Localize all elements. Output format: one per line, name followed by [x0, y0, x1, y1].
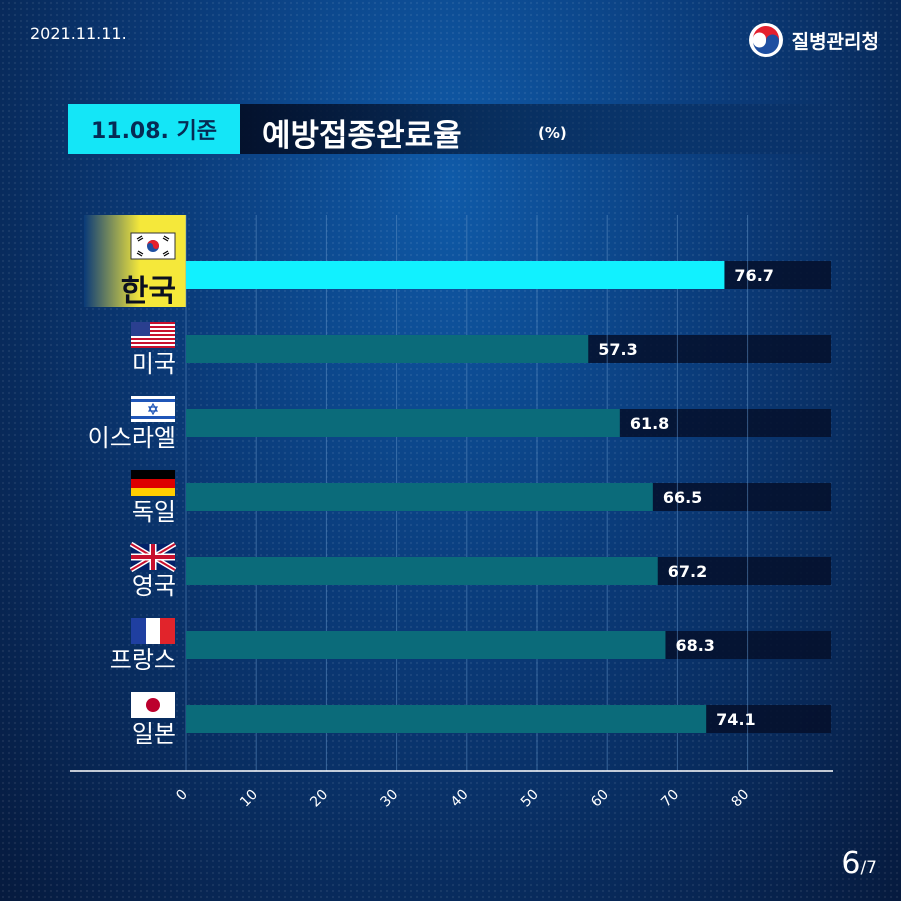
france-flag-icon: [131, 618, 175, 644]
bar: [186, 409, 620, 437]
chart-title: 예방접종완료율: [262, 118, 462, 154]
category-label: 이스라엘: [88, 424, 176, 452]
x-tick-label: 40: [448, 787, 472, 811]
bar: [186, 261, 725, 289]
x-tick-label: 80: [729, 787, 753, 811]
bar-value-label: 68.3: [675, 636, 714, 655]
basis-date-badge: 11.08. 기준: [68, 104, 240, 154]
usa-flag-icon: [131, 322, 175, 348]
category-label: 한국: [121, 274, 176, 309]
bar: [186, 705, 707, 733]
agency-logo: 질병관리청: [748, 22, 879, 58]
bar-value-label: 66.5: [663, 488, 702, 507]
uk-flag-icon: [129, 541, 177, 573]
x-tick-label: 20: [307, 787, 331, 811]
category-label: 미국: [132, 350, 176, 378]
page-current: 6: [841, 846, 861, 881]
bar: [186, 483, 653, 511]
bar-value-label: 67.2: [668, 562, 707, 581]
date-label: 2021.11.11.: [30, 24, 127, 43]
chart-unit: (%): [538, 124, 567, 142]
x-tick-label: 60: [588, 787, 612, 811]
x-tick-label: 30: [378, 787, 402, 811]
bar-value-label: 61.8: [630, 414, 669, 433]
x-tick-label: 10: [237, 787, 261, 811]
x-tick-label: 50: [518, 787, 542, 811]
bar-value-label: 57.3: [598, 340, 637, 359]
germany-flag-icon: [131, 470, 175, 496]
title-strip: [240, 104, 840, 154]
korea-flag-icon: [130, 232, 176, 260]
bar-value-label: 76.7: [734, 266, 773, 285]
bar-value-label: 74.1: [716, 710, 755, 729]
bar: [186, 631, 666, 659]
israel-flag-icon: [131, 396, 175, 422]
bar: [186, 335, 589, 363]
page-indicator: 6/7: [841, 846, 877, 881]
category-label: 일본: [132, 720, 176, 748]
x-tick-label: 70: [658, 787, 682, 811]
bar: [186, 557, 658, 585]
highlight-label-fade: [84, 215, 186, 307]
category-label: 독일: [132, 498, 176, 526]
category-label: 영국: [132, 572, 176, 600]
page-total: /7: [860, 858, 877, 878]
category-label: 프랑스: [110, 646, 176, 674]
x-tick-label: 0: [173, 787, 191, 805]
agency-name: 질병관리청: [791, 30, 879, 53]
japan-flag-icon: [131, 692, 175, 718]
kdca-emblem-icon: [748, 23, 783, 57]
